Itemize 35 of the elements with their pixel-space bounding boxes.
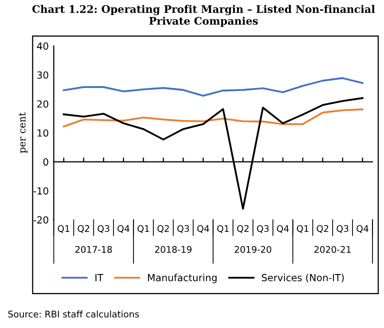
y-tick-label: -20 <box>33 216 48 224</box>
y-tick-label: -10 <box>33 187 48 195</box>
line-series <box>62 108 364 128</box>
x-tick-label: Q2 <box>316 225 328 233</box>
text: 2017-18 <box>75 246 112 253</box>
x-tick-label: Q4 <box>276 225 289 233</box>
y-axis-title: per cent <box>18 112 28 154</box>
x-tick-label: Q1 <box>137 225 149 233</box>
x-tick-label: Q4 <box>118 225 130 233</box>
x-tick-label: Q3 <box>177 225 189 233</box>
x-tick-label: Q1 <box>217 225 229 233</box>
y-tick-label: 0 <box>43 158 48 166</box>
y-tick-label: 40 <box>37 42 48 50</box>
y-tick-label: 30 <box>37 71 48 79</box>
text: 2020-21 <box>314 246 351 253</box>
x-tick-label: Q3 <box>98 225 110 233</box>
x-tick-label: Q4 <box>197 225 210 233</box>
y-tick-label: 20 <box>37 100 48 108</box>
legend-label: IT <box>95 274 104 282</box>
x-tick-label: Q3 <box>257 225 269 233</box>
line-series <box>62 77 364 97</box>
x-tick-label: Q2 <box>78 225 90 233</box>
legend-label: Services (Non-IT) <box>262 274 344 282</box>
x-tick-label: Q2 <box>157 225 169 233</box>
x-tick-label: Q1 <box>58 225 70 233</box>
x-tick-label: Q2 <box>237 225 249 233</box>
x-tick-label: Q4 <box>356 225 368 233</box>
x-tick-label: Q1 <box>296 225 308 233</box>
legend-label: Manufacturing <box>148 274 217 284</box>
text: 2019-20 <box>234 246 272 253</box>
text: 2018-19 <box>155 246 192 253</box>
x-tick-label: Q3 <box>336 225 348 233</box>
source-note: Source: RBI staff calculations <box>8 310 139 318</box>
y-tick-label: 10 <box>38 129 48 137</box>
chart-title: Chart 1.22: Operating Profit Margin – Listed Non-financial Private Companies <box>32 4 375 27</box>
